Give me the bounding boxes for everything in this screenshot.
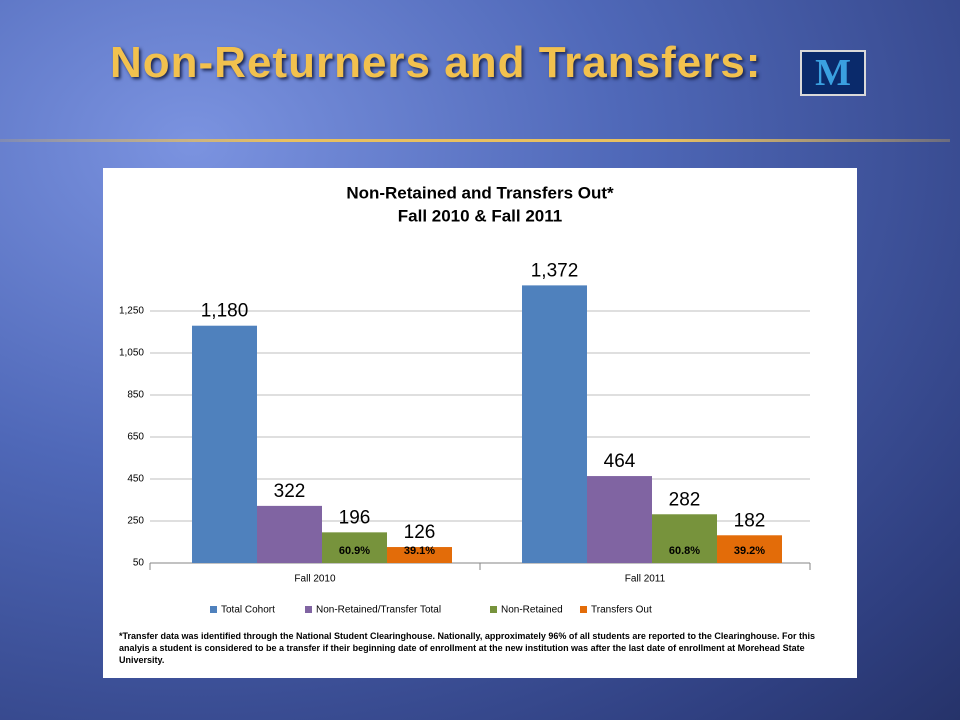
bar [387,547,452,563]
value-label: 1,180 [201,301,249,322]
value-label: 182 [734,510,766,531]
bar [717,535,782,563]
y-tick-label: 50 [133,558,145,569]
legend-label: Non-Retained [501,605,563,616]
bar [192,325,257,563]
divider [0,139,950,142]
y-tick-label: 1,250 [119,306,144,317]
share-label: 39.1% [404,545,435,557]
share-label: 39.2% [734,545,765,557]
logo: M [800,50,866,96]
bar [587,476,652,563]
chart-subtitle: Fall 2010 & Fall 2011 [398,206,562,225]
y-tick-label: 1,050 [119,348,144,359]
value-label: 322 [274,481,306,502]
legend-swatch [210,606,217,613]
bar [652,514,717,563]
y-tick-label: 850 [127,390,144,401]
legend-swatch [305,606,312,613]
value-label: 126 [404,522,436,543]
bar [522,285,587,563]
slide-title: Non-Returners and Transfers: [110,38,762,87]
value-label: 1,372 [531,260,579,281]
y-tick-label: 250 [127,516,144,527]
value-label: 282 [669,489,701,510]
share-label: 60.9% [339,545,370,557]
y-tick-label: 650 [127,432,144,443]
value-label: 464 [604,451,636,472]
x-tick-label: Fall 2010 [294,574,336,585]
footnote: *Transfer data was identified through th… [119,631,815,665]
value-label: 196 [339,507,371,528]
bar [322,532,387,563]
legend-label: Total Cohort [221,605,275,616]
legend-swatch [490,606,497,613]
legend-label: Transfers Out [591,605,652,616]
share-label: 60.8% [669,545,700,557]
y-tick-label: 450 [127,474,144,485]
x-tick-label: Fall 2011 [625,574,666,585]
legend-label: Non-Retained/Transfer Total [316,605,441,616]
bar [257,505,322,563]
chart-panel: Non-Retained and Transfers Out* Fall 201… [103,168,857,678]
legend-swatch [580,606,587,613]
chart: Non-Retained and Transfers Out* Fall 201… [119,183,811,616]
chart-title: Non-Retained and Transfers Out* [346,183,614,202]
